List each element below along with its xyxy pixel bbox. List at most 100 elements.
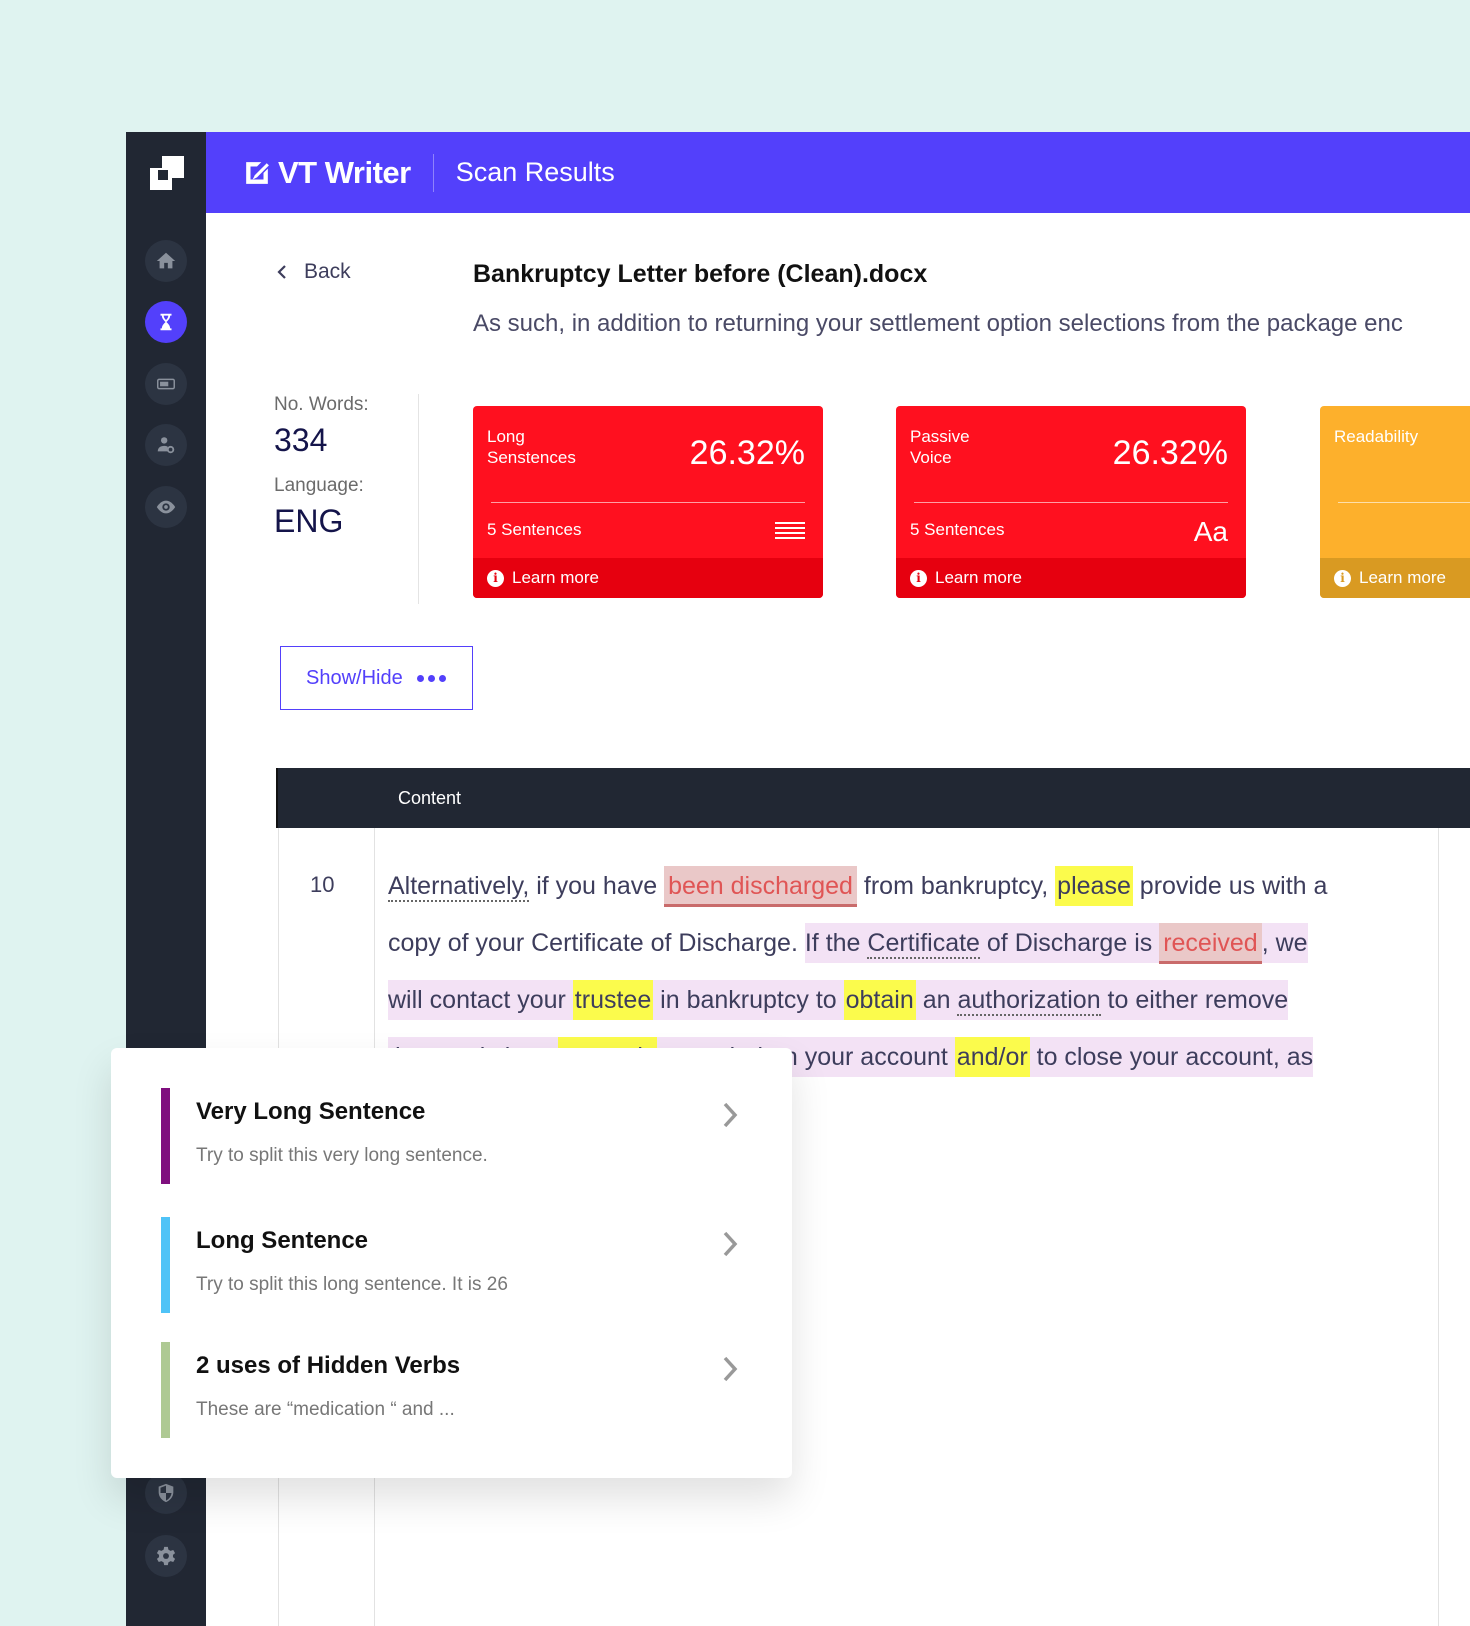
card-title-line: Passive <box>910 427 970 446</box>
card-divider <box>1338 502 1470 503</box>
suggestion-color-bar <box>161 1217 170 1313</box>
learn-more-label: Learn more <box>512 568 599 587</box>
shield-icon <box>158 1483 174 1503</box>
more-dots-icon <box>416 674 446 682</box>
word-count-value: 334 <box>274 422 328 458</box>
header-divider <box>432 153 434 192</box>
text: If the <box>804 929 868 957</box>
card-icon <box>157 378 175 390</box>
learn-more-link[interactable]: i Learn more <box>896 558 1246 598</box>
card-percent: 26.32% <box>689 434 805 472</box>
suggestions-popover: Very Long Sentence Try to split this ver… <box>111 1048 792 1478</box>
chevron-right-icon <box>723 1102 738 1128</box>
rail-home-button[interactable] <box>145 240 187 282</box>
eye-icon <box>156 500 176 514</box>
rail-security-button[interactable] <box>145 1472 187 1514</box>
row-line-number: 10 <box>310 872 335 897</box>
section-title: Scan Results <box>455 157 615 187</box>
document-title: Bankruptcy Letter before (Clean).docx <box>473 260 928 288</box>
rail-preview-button[interactable] <box>145 486 187 528</box>
suggestion-title: Long Sentence <box>196 1227 369 1254</box>
passive-voice-highlight[interactable]: received <box>1159 923 1262 964</box>
learn-more-label: Learn more <box>1359 568 1446 587</box>
card-title: Long Senstences <box>487 426 576 468</box>
show-hide-label: Show/Hide <box>306 666 403 689</box>
passive-voice-highlight[interactable]: been discharged <box>664 866 857 907</box>
rail-scan-button[interactable] <box>145 301 187 343</box>
card-long-sentences: Long Senstences 26.32% 5 Sentences i Lea… <box>473 406 823 598</box>
suggestion-title: 2 uses of Hidden Verbs <box>196 1352 461 1379</box>
word-highlight[interactable]: and/or <box>954 1037 1030 1077</box>
document-snippet: As such, in addition to returning your s… <box>473 310 1403 337</box>
flagged-word[interactable]: Alternatively, <box>388 872 530 902</box>
word-highlight[interactable]: trustee <box>572 980 654 1020</box>
rail-user-settings-button[interactable] <box>145 424 187 466</box>
learn-more-link[interactable]: i Learn more <box>1320 558 1470 598</box>
gear-icon <box>156 1546 176 1566</box>
brand: VT Writer <box>244 155 411 191</box>
card-title: Passive Voice <box>910 426 970 468</box>
learn-more-link[interactable]: i Learn more <box>473 558 823 598</box>
edit-square-icon <box>246 161 269 184</box>
chevron-left-icon <box>277 265 286 279</box>
text-case-icon: Aa <box>1193 516 1228 547</box>
app-logo-icon <box>150 156 184 190</box>
column-header-content: Content <box>398 787 462 808</box>
flagged-word[interactable]: Certificate <box>867 929 980 959</box>
stats-divider <box>418 394 419 604</box>
card-divider <box>491 502 805 503</box>
suggestion-description: Try to split this very long sentence. <box>196 1145 488 1166</box>
text: of Discharge is <box>979 929 1160 957</box>
info-icon: i <box>1334 569 1351 587</box>
chevron-right-icon <box>723 1231 738 1257</box>
home-icon <box>156 252 176 269</box>
text: from bankruptcy, <box>856 872 1056 900</box>
top-bar: VT Writer Scan Results <box>206 132 1470 213</box>
user-gear-icon <box>157 437 175 454</box>
rail-settings-button[interactable] <box>145 1535 187 1577</box>
card-divider <box>914 502 1228 503</box>
card-passive-voice: Passive Voice 26.32% 5 Sentences Aa i Le… <box>896 406 1246 598</box>
table-column-divider <box>1438 828 1439 1626</box>
card-title-line: Voice <box>910 448 952 467</box>
hourglass-icon <box>160 313 172 331</box>
language-label: Language: <box>274 475 364 496</box>
card-title-line: Long <box>487 427 525 446</box>
info-icon: i <box>910 569 927 587</box>
rail-documents-button[interactable] <box>145 363 187 405</box>
suggestion-hidden-verbs[interactable]: 2 uses of Hidden Verbs These are “medica… <box>161 1342 741 1438</box>
table-header: Content S <box>276 768 1470 828</box>
word-count-label: No. Words: <box>274 394 369 415</box>
text: if you have <box>529 872 665 900</box>
suggestion-description: Try to split this long sentence. It is 2… <box>196 1274 508 1295</box>
card-percent: 26.32% <box>1112 434 1228 472</box>
card-title-line: Senstences <box>487 448 576 467</box>
flagged-word[interactable]: authorization <box>957 986 1101 1016</box>
show-hide-button[interactable]: Show/Hide <box>280 646 473 710</box>
suggestion-color-bar <box>161 1342 170 1438</box>
text: , we will contact your <box>388 929 1308 1014</box>
text: provide us with a copy of your Certifica… <box>388 872 1328 957</box>
suggestion-very-long-sentence[interactable]: Very Long Sentence Try to split this ver… <box>161 1088 741 1184</box>
suggestion-long-sentence[interactable]: Long Sentence Try to split this long sen… <box>161 1217 741 1313</box>
card-readability: Readability i Learn more <box>1320 406 1470 598</box>
card-sentence-count: 5 Sentences <box>910 520 1005 539</box>
lines-icon <box>775 522 805 542</box>
back-label: Back <box>304 260 351 283</box>
app-window: VT Writer Scan Results Back Bankruptcy L… <box>126 132 1470 1626</box>
info-icon: i <box>487 569 504 587</box>
back-button[interactable]: Back <box>274 260 351 284</box>
word-highlight[interactable]: obtain <box>843 980 916 1020</box>
card-title: Readability <box>1334 426 1418 447</box>
document-stats: No. Words: 334 Language: ENG <box>274 394 369 540</box>
chevron-right-icon <box>723 1356 738 1382</box>
word-highlight[interactable]: please <box>1055 866 1133 906</box>
learn-more-label: Learn more <box>935 568 1022 587</box>
brand-name: VT Writer <box>278 154 411 190</box>
suggestion-description: These are “medication “ and ... <box>196 1399 455 1420</box>
language-value: ENG <box>274 503 344 539</box>
card-title-line: Readability <box>1334 427 1419 446</box>
text: an <box>915 986 958 1014</box>
suggestion-title: Very Long Sentence <box>196 1098 426 1125</box>
text: in bankruptcy to <box>653 986 844 1014</box>
